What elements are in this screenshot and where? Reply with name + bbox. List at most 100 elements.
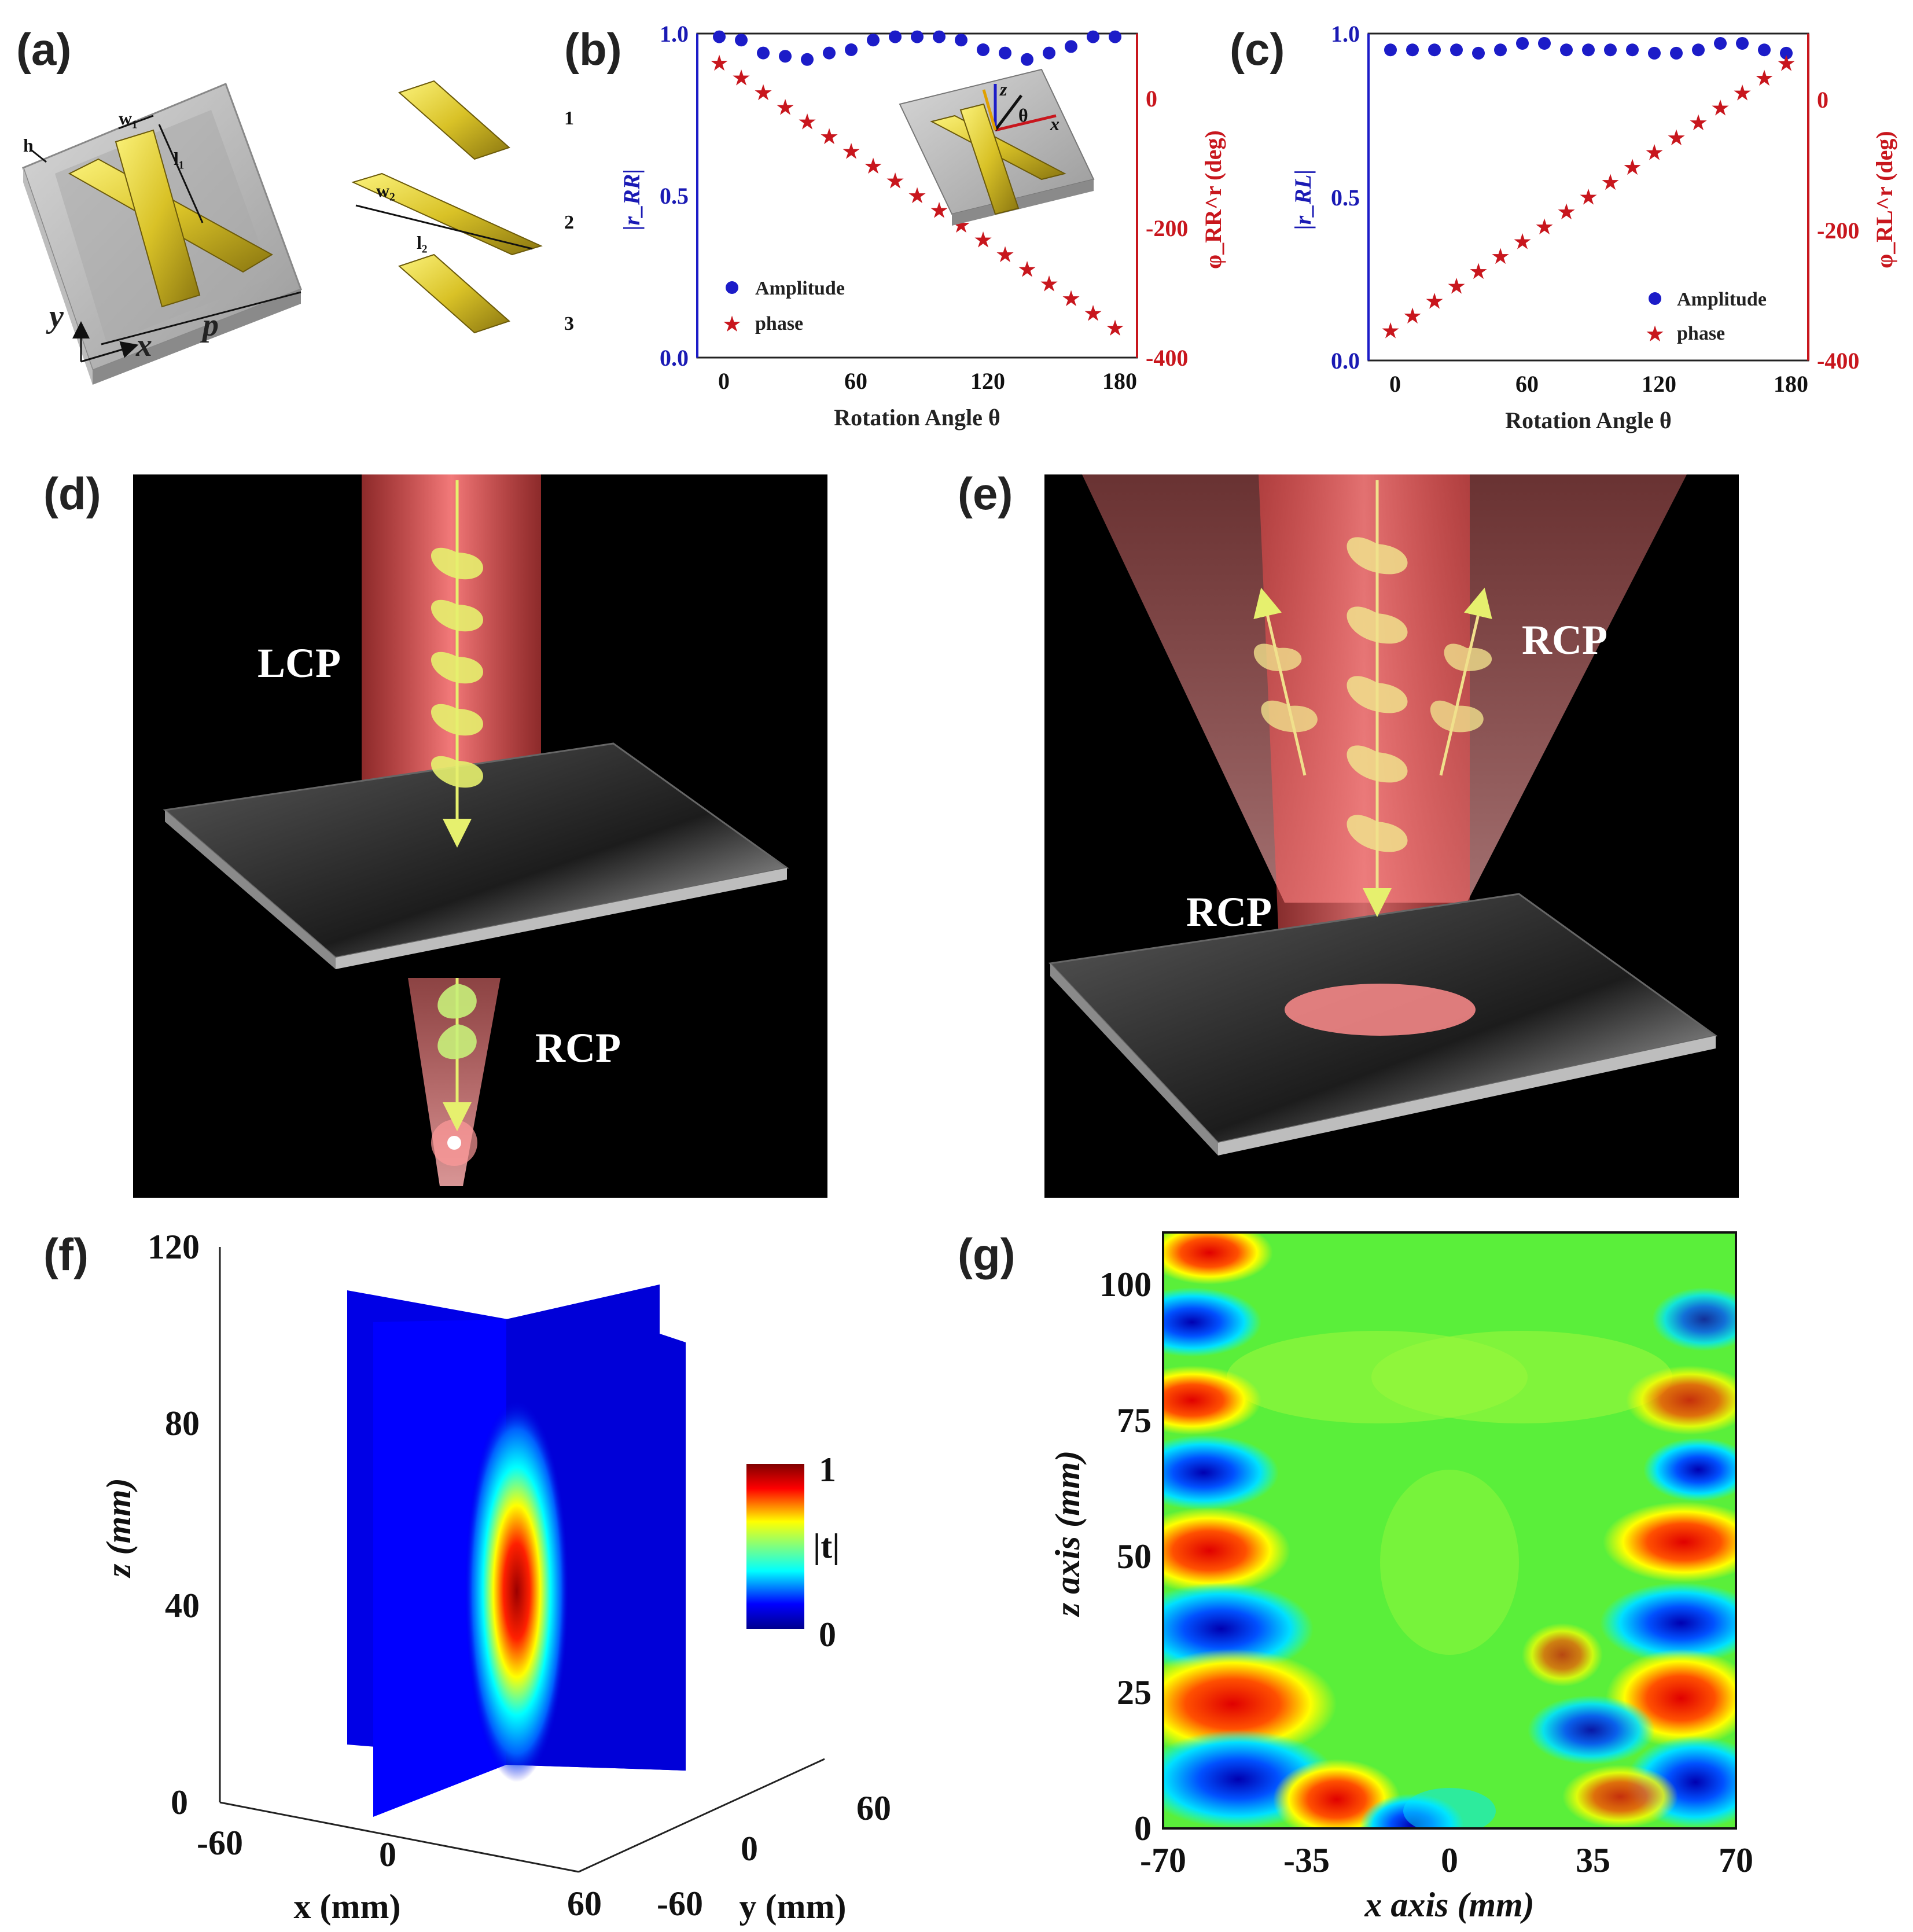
phase-point: ★ (973, 228, 993, 252)
amplitude-point (1582, 43, 1595, 57)
reflected-wave-icons (1253, 643, 1492, 733)
amplitude-point (911, 30, 924, 43)
amplitude-point (801, 53, 814, 66)
hotspot (1643, 1438, 1736, 1502)
y-tick-label: 60 (856, 1789, 891, 1827)
amplitude-point (1428, 43, 1441, 57)
panel-label-e: (e) (958, 468, 1013, 519)
amplitude-point (1065, 40, 1077, 53)
amplitude-point (1109, 30, 1121, 43)
reflected-wave-axis-left (1253, 587, 1307, 776)
amplitude-point (867, 34, 880, 47)
y-left-tick-label: 0.0 (1331, 348, 1360, 374)
x-axis-label-c: Rotation Angle θ (1505, 407, 1672, 433)
inset-z-label: z (999, 79, 1007, 100)
amplitude-point (977, 43, 989, 56)
phase-point: ★ (1557, 200, 1576, 225)
legend-amplitude-marker (726, 281, 738, 294)
x-tick-label: 0 (1389, 371, 1401, 397)
axis-ticks-g: 100 75 50 25 0 -70 -35 0 35 70 (1099, 1265, 1753, 1879)
phase-point: ★ (731, 66, 751, 90)
y-right-axis-label-b: φ_RR^r (deg) (1200, 130, 1226, 269)
legend-c: Amplitude ★ phase (1645, 289, 1767, 347)
phase-point: ★ (1105, 317, 1125, 341)
hotspot (1528, 1695, 1655, 1765)
x-tick-label: 120 (1642, 371, 1676, 397)
incident-wave-icon-e (1347, 537, 1408, 852)
panel-c: (c) 0 60 120 180 0.0 0.5 1.0 0 -200 -400… (1230, 21, 1897, 433)
phase-point: ★ (863, 154, 883, 179)
amplitude-point (933, 30, 946, 43)
axis-ticks-f: 120 80 40 0 -60 0 60 -60 0 60 (148, 1228, 891, 1923)
part-number-1: 1 (564, 108, 574, 129)
phase-point: ★ (1447, 275, 1466, 299)
z-tick-label: 40 (165, 1587, 200, 1625)
y-left-axis-label-b: |r_RR| (619, 169, 645, 231)
amplitude-point (779, 50, 792, 63)
label-incident-polarization: LCP (257, 640, 341, 686)
hotspot (1163, 1232, 1273, 1285)
panel-e: (e) RCP RCP (958, 468, 1739, 1198)
y-right-tick-label: 0 (1146, 86, 1157, 112)
label-l1: l₁ (174, 148, 184, 169)
phase-point: ★ (841, 140, 861, 164)
amplitude-point (1516, 36, 1529, 50)
z-tick-label: 0 (171, 1783, 188, 1821)
axis-y-label: y (46, 299, 64, 334)
y-right-tick-label: -400 (1817, 348, 1859, 374)
panel-label-b: (b) (564, 24, 622, 75)
amplitude-point (1626, 43, 1639, 57)
phase-point: ★ (929, 198, 949, 223)
y-left-tick-label: 0.0 (660, 345, 689, 371)
focused-beam-d (408, 978, 501, 1186)
legend-b: Amplitude ★ phase (722, 278, 845, 337)
y-tick-label: 50 (1117, 1537, 1152, 1576)
phase-point: ★ (709, 51, 729, 76)
y-tick-label: 75 (1117, 1401, 1152, 1440)
phase-point: ★ (1491, 245, 1510, 269)
y-left-axis-label-c: |r_RL| (1290, 170, 1316, 230)
z-tick-label: 80 (165, 1404, 200, 1442)
axis-ticks-b: 0 60 120 180 0.0 0.5 1.0 0 -200 -400 (660, 21, 1188, 394)
amplitude-point (1538, 36, 1551, 50)
amplitude-point (1714, 36, 1727, 50)
y-axis-f (578, 1758, 825, 1873)
z-axis-label-f: z (mm) (100, 1478, 138, 1578)
amplitude-point (1384, 43, 1397, 57)
x-tick-label: 0 (718, 368, 730, 394)
y-tick-label: 0 (741, 1830, 758, 1868)
y-axis-label-g: z axis (mm) (1049, 1451, 1087, 1618)
phase-point: ★ (995, 243, 1015, 267)
panel-label-g: (g) (958, 1229, 1016, 1280)
legend-phase-label: phase (755, 313, 803, 334)
panel-g: (g) (958, 1229, 1753, 1924)
amplitude-point (1560, 43, 1573, 57)
phase-point: ★ (1403, 304, 1422, 329)
x-tick-label: 0 (1441, 1841, 1458, 1879)
phase-point: ★ (1083, 302, 1103, 326)
x-tick-label: 0 (379, 1835, 396, 1874)
phase-point: ★ (1623, 156, 1642, 180)
series-marks-b: ★★★★★★★★★★★★★★★★★★★ (709, 30, 1125, 341)
inset-x-label: x (1050, 113, 1059, 134)
y-left-tick-label: 1.0 (1331, 21, 1360, 47)
colorbar-min-label: 0 (819, 1615, 836, 1654)
phase-point: ★ (885, 170, 905, 194)
legend-amplitude-label: Amplitude (755, 278, 845, 299)
x-tick-label: 35 (1576, 1841, 1610, 1879)
amplitude-point (999, 46, 1011, 60)
hotspot (1652, 1287, 1736, 1351)
amplitude-point (713, 30, 726, 43)
plot-frame-g (1162, 1231, 1737, 1830)
colorbar-gradient (746, 1464, 804, 1629)
legend-phase-marker: ★ (722, 312, 742, 337)
axis-x-label: x (135, 327, 152, 363)
amplitude-point (1021, 53, 1033, 66)
phase-point: ★ (1039, 273, 1059, 297)
panel-b: (b) 0 60 120 180 0.0 0.5 1.0 0 -200 -400… (564, 21, 1226, 430)
x-tick-label: -60 (197, 1824, 243, 1862)
phase-point: ★ (1645, 141, 1664, 165)
colorbar-max-label: 1 (819, 1451, 836, 1489)
x-tick-label: 120 (970, 368, 1005, 394)
phase-point: ★ (775, 95, 795, 120)
